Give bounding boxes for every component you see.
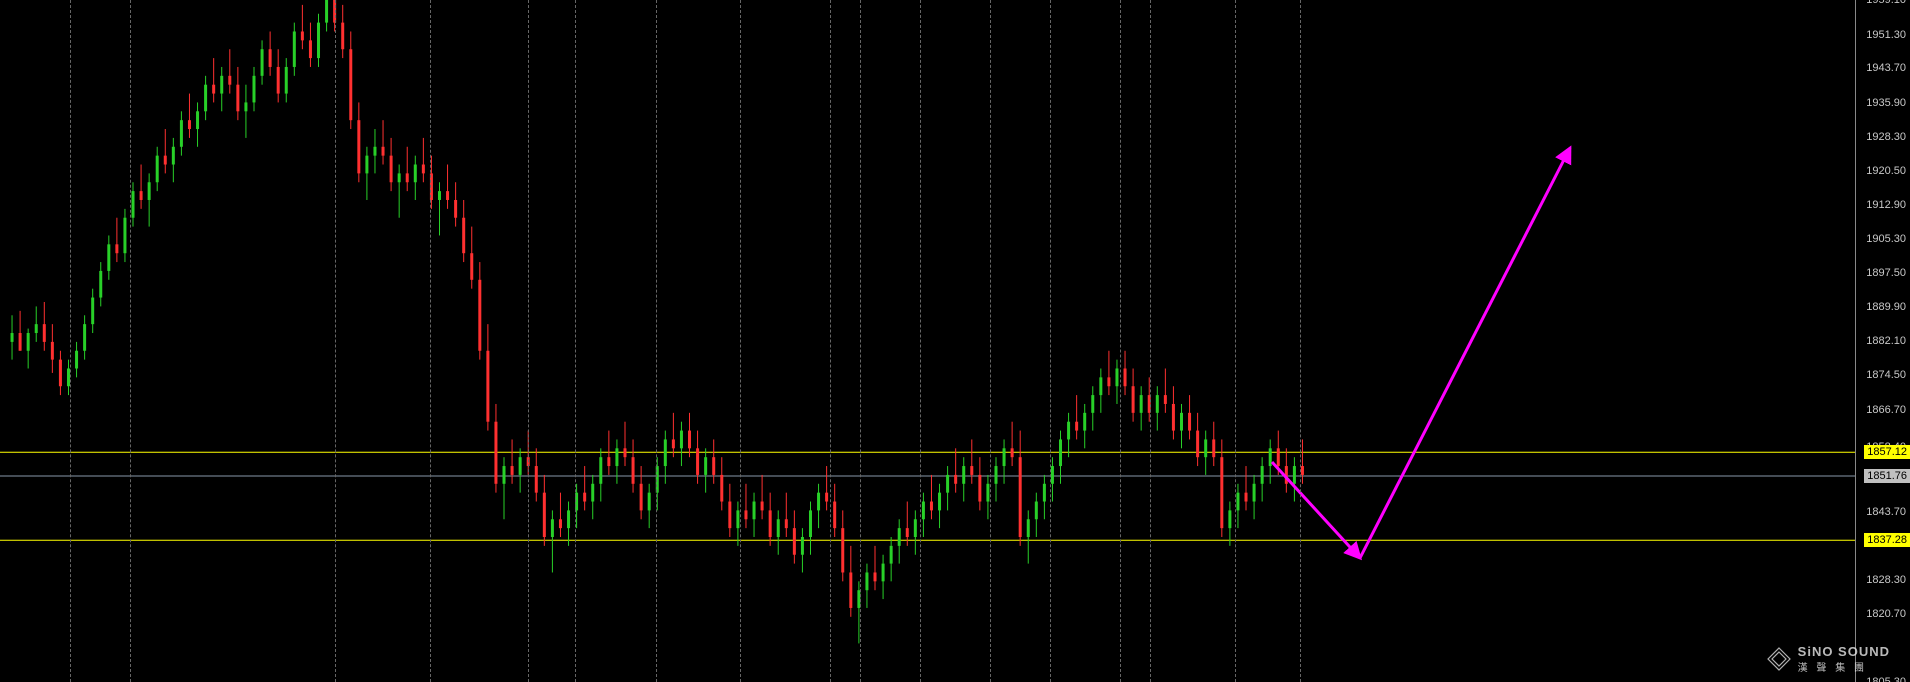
time-separator [860,0,861,682]
price-label: 1851.76 [1864,469,1910,483]
time-separator [430,0,431,682]
time-separator [528,0,529,682]
y-axis-tick: 1828.30 [1866,574,1906,586]
y-axis-tick: 1897.50 [1866,267,1906,279]
y-axis-tick: 1866.70 [1866,404,1906,416]
time-separator [575,0,576,682]
y-axis-tick: 1943.70 [1866,62,1906,74]
y-axis-tick: 1959.10 [1866,0,1906,6]
y-axis-tick: 1951.30 [1866,29,1906,41]
y-axis-tick: 1928.30 [1866,131,1906,143]
chart-canvas [0,0,1910,682]
time-separator [335,0,336,682]
time-separator [740,0,741,682]
time-separator [1120,0,1121,682]
y-axis-tick: 1805.30 [1866,676,1906,682]
price-label: 1857.12 [1864,445,1910,459]
time-separator [830,0,831,682]
time-separator [1150,0,1151,682]
time-separator [990,0,991,682]
y-axis-tick: 1912.90 [1866,199,1906,211]
logo-text-1: SiNO SOUND [1798,644,1890,659]
time-separator [920,0,921,682]
y-axis-tick: 1820.70 [1866,608,1906,620]
y-axis: 1959.10 1951.30 1943.70 1935.90 1928.30 1920.… [1855,0,1910,682]
y-axis-tick: 1882.10 [1866,335,1906,347]
y-axis-tick: 1843.70 [1866,506,1906,518]
y-axis-tick: 1905.30 [1866,233,1906,245]
y-axis-tick: 1889.90 [1866,301,1906,313]
y-axis-tick: 1920.50 [1866,165,1906,177]
y-axis-tick: 1874.50 [1866,369,1906,381]
time-separator [1235,0,1236,682]
logo-watermark: SiNO SOUND漢 聲 集 團 [1766,644,1890,674]
candlestick-chart[interactable]: 1959.10 1951.30 1943.70 1935.90 1928.30 1920.… [0,0,1910,682]
time-separator [656,0,657,682]
y-axis-tick: 1935.90 [1866,97,1906,109]
time-separator [130,0,131,682]
time-separator [1050,0,1051,682]
time-separator [70,0,71,682]
price-label: 1837.28 [1864,533,1910,547]
time-separator [1300,0,1301,682]
logo-text-2: 漢 聲 集 團 [1798,659,1890,674]
